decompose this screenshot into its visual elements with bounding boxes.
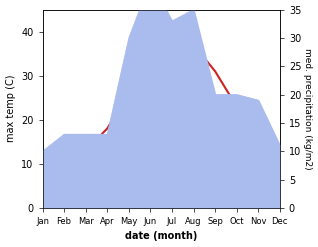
Y-axis label: max temp (C): max temp (C) (5, 75, 16, 143)
Y-axis label: med. precipitation (kg/m2): med. precipitation (kg/m2) (303, 48, 313, 169)
X-axis label: date (month): date (month) (125, 231, 197, 242)
